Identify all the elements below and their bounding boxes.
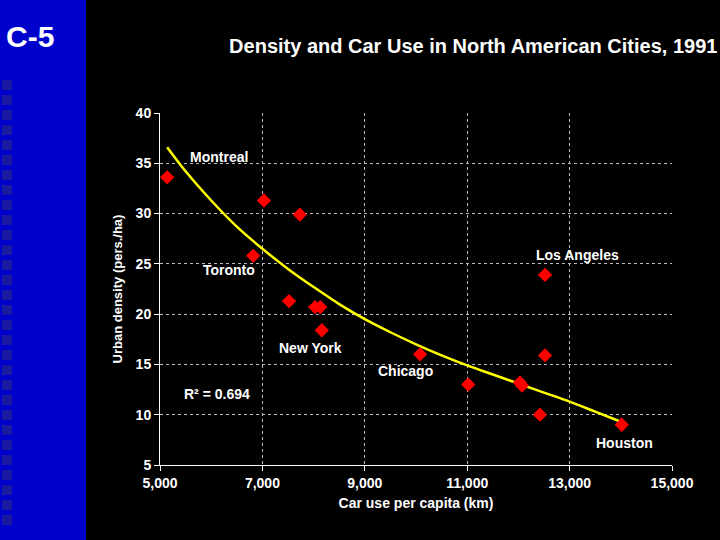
svg-text:Los Angeles: Los Angeles (536, 247, 619, 263)
svg-text:Urban density (pers./ha): Urban density (pers./ha) (110, 215, 125, 364)
svg-text:Montreal: Montreal (190, 149, 248, 165)
svg-text:9,000: 9,000 (347, 475, 382, 491)
svg-text:10: 10 (136, 407, 152, 423)
svg-text:R² = 0.694: R² = 0.694 (184, 386, 250, 402)
svg-text:11,000: 11,000 (446, 475, 488, 491)
svg-text:New York: New York (279, 340, 342, 356)
svg-text:7,000: 7,000 (245, 475, 280, 491)
svg-text:15: 15 (136, 356, 152, 372)
svg-text:Chicago: Chicago (378, 363, 433, 379)
svg-text:25: 25 (136, 256, 152, 272)
svg-text:35: 35 (136, 155, 152, 171)
svg-text:Density and Car Use in North A: Density and Car Use in North American Ci… (229, 35, 717, 57)
svg-text:Toronto: Toronto (203, 262, 255, 278)
svg-text:30: 30 (136, 205, 152, 221)
svg-text:13,000: 13,000 (548, 475, 591, 491)
svg-text:Car use per capita (km): Car use per capita (km) (339, 495, 494, 511)
svg-text:5,000: 5,000 (142, 475, 177, 491)
html-text:C-5: C-5 (6, 20, 55, 53)
svg-text:15,000: 15,000 (651, 475, 694, 491)
svg-text:Houston: Houston (596, 435, 653, 451)
svg-text:5: 5 (143, 457, 151, 473)
svg-text:20: 20 (136, 306, 152, 322)
svg-text:40: 40 (136, 105, 152, 121)
